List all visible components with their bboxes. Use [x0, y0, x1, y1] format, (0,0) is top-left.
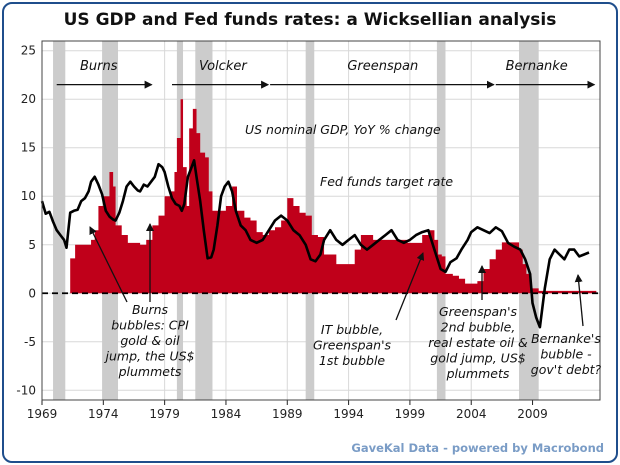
gdp-series-label: US nominal GDP, YoY % change — [245, 122, 441, 137]
annotation-line: plummets — [118, 364, 182, 379]
annotation-text: Greenspan's 2nd bubble, real estate oil & g… — [428, 304, 528, 381]
annotation-line: gov't debt? — [531, 362, 602, 377]
annotations: Burns bubbles: CPI gold & oil jump, the US$… — [89, 223, 602, 381]
recession-band — [436, 41, 446, 400]
annotation-line: real estate oil & — [428, 335, 528, 350]
y-tick-label: 10 — [21, 189, 36, 203]
x-tick-label: 1974 — [88, 407, 119, 421]
x-tick-label: 1969 — [27, 407, 58, 421]
era-label-burns: Burns — [80, 59, 118, 74]
annotation-text: Bernanke's bubble -gov't debt? — [531, 331, 602, 377]
series-labels: US nominal GDP, YoY % change Fed funds ta… — [245, 122, 453, 189]
annotation-line: IT bubble, — [321, 322, 383, 337]
era-label-bernanke: Bernanke — [506, 59, 568, 74]
chart-title: US GDP and Fed funds rates: a Wicksellia… — [63, 10, 557, 30]
x-tick-label: 1984 — [211, 407, 242, 421]
y-tick-label: 15 — [21, 141, 36, 155]
x-tick-label: 1979 — [149, 407, 180, 421]
plot-border — [41, 40, 601, 401]
annotation-line: plummets — [446, 366, 510, 381]
gdp-line — [40, 159, 590, 329]
annotation-arrow — [395, 252, 425, 321]
y-tick-label: 25 — [21, 44, 36, 58]
gdp-series — [40, 159, 590, 329]
annotation-line: 2nd bubble, — [441, 320, 516, 335]
annotation-line: gold & oil — [120, 333, 180, 348]
era-label-volcker: Volcker — [199, 59, 248, 74]
annotation-line: bubble - — [540, 347, 592, 362]
annotation-line: Greenspan's — [313, 338, 392, 353]
annotation-arrow — [89, 226, 128, 303]
annotation-line: Bernanke's — [531, 331, 601, 346]
fed-funds-area — [42, 99, 597, 294]
fed-chair-arrows: Burns Volcker Greenspan Bernanke — [56, 59, 596, 89]
y-tick-label: -5 — [24, 335, 36, 349]
x-tick-label: 1989 — [272, 407, 303, 421]
annotation-line: Greenspan's — [439, 304, 518, 319]
y-tick-label: 20 — [21, 92, 36, 106]
axes: 25 20 15 10 5 0 -5 -10 1969 1974 1979 1984 1989 1994 1… — [16, 40, 601, 421]
y-tick-label: -10 — [16, 383, 36, 397]
y-tick-label: 0 — [28, 286, 36, 300]
y-tick-label: 5 — [28, 238, 36, 252]
x-tick-label: 1994 — [333, 407, 364, 421]
annotation-line: 1st bubble — [319, 353, 386, 368]
x-tick-label: 2004 — [456, 407, 487, 421]
annotation-text: IT bubble, Greenspan's 1st bubble — [313, 322, 392, 368]
annotation-line: bubbles: CPI — [111, 318, 189, 333]
x-tick-label: 2009 — [517, 407, 548, 421]
fed-series-label: Fed funds target rate — [320, 174, 453, 189]
annotation-line: gold jump, US$ — [430, 351, 526, 366]
x-tick-label: 1999 — [395, 407, 426, 421]
annotation-line: Burns — [132, 302, 169, 317]
data-credit: GaveKal Data - powered by Macrobond — [351, 441, 604, 455]
annotation-arrow — [574, 274, 584, 327]
annotation-line: jump, the US$ — [104, 349, 195, 364]
recession-band — [53, 41, 66, 400]
era-label-greenspan: Greenspan — [347, 59, 418, 74]
annotation-text: Burns bubbles: CPI gold & oil jump, the US$… — [104, 302, 195, 379]
